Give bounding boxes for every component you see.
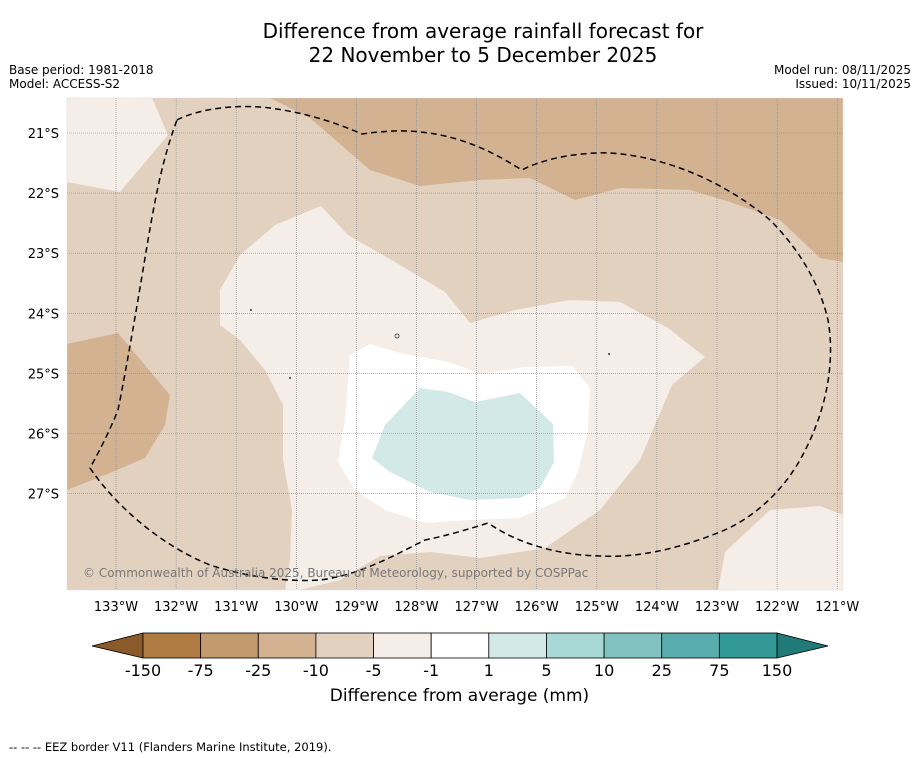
rainfall-map: © Commonwealth of Australia 2025, Bureau… [28,97,860,680]
graticule [67,98,843,590]
colorbar-segment [315,632,374,659]
region-m25-m10-west [67,333,170,490]
colorbar-segment [603,632,663,659]
colorbar-tick-label: 1 [484,661,494,680]
longitude-label: 126°W [515,600,559,615]
colorbar-low-extend [91,632,144,659]
colorbar-segment [718,632,778,659]
longitude-label: 128°W [394,600,438,615]
contour-specks [250,309,610,379]
region-p1-p5 [372,388,554,500]
longitude-label: 123°W [695,600,739,615]
latitude-label: 26°S [28,428,59,443]
latitude-label: 24°S [28,307,59,322]
colorbar-tick-label: 75 [709,661,729,680]
colorbar-segment [546,632,605,659]
longitude-label: 122°W [755,600,799,615]
meta-left: Base period: 1981-2018 Model: ACCESS-S2 [9,63,154,91]
map-frame [66,97,844,591]
colorbar-segment [373,632,432,659]
colorbar-tick-label: -10 [303,661,329,680]
colorbar-segment [257,632,317,659]
chart-title: Difference from average rainfall forecas… [0,19,919,67]
region-m5-m1-southeast [718,506,843,590]
longitude-label: 129°W [334,600,378,615]
copyright-text: © Commonwealth of Australia 2025, Bureau… [83,566,588,580]
title-line-2: 22 November to 5 December 2025 [308,43,658,67]
colorbar-segment [142,632,202,659]
longitude-label: 125°W [575,600,619,615]
model-name: Model: ACCESS-S2 [9,77,121,91]
colorbar-high-extend [776,632,829,659]
colorbar-tick-label: 25 [652,661,672,680]
longitude-label: 131°W [214,600,258,615]
colorbar-tick-label: -75 [188,661,214,680]
colorbar-tick-label: -25 [245,661,271,680]
longitude-label: 133°W [94,600,138,615]
title-line-1: Difference from average rainfall forecas… [262,19,704,43]
latitude-label: 27°S [28,488,59,503]
eez-footer-note: -- -- -- EEZ border V11 (Flanders Marine… [9,740,332,754]
colorbar-tick-label: -1 [423,661,439,680]
longitude-label: 132°W [154,600,198,615]
latitude-label: 23°S [28,247,59,262]
longitude-label: 124°W [635,600,679,615]
latitude-label: 25°S [28,367,59,382]
longitude-label: 127°W [455,600,499,615]
longitude-labels: 133°W 132°W 131°W 130°W 129°W 128°W 127°W 126°W… [94,600,860,615]
colorbar-tick-label: -150 [125,661,161,680]
region-m25-m10-north [270,98,843,262]
issued-date: Issued: 10/11/2025 [795,77,911,91]
eez-border [89,105,832,582]
colorbar-segment [430,632,490,659]
longitude-label: 130°W [274,600,318,615]
colorbar-segment [661,632,720,659]
latitude-labels: 21°S 22°S 23°S 24°S 25°S 26°S 27°S [28,127,59,503]
colorbar-tick-label: 10 [594,661,614,680]
latitude-label: 21°S [28,127,59,142]
longitude-label: 121°W [815,600,859,615]
meta-right: Model run: 08/11/2025 Issued: 10/11/2025 [774,63,911,91]
latitude-label: 22°S [28,187,59,202]
map-plot-area [67,98,843,590]
model-run: Model run: 08/11/2025 [773,63,911,77]
region-m5-m1-northwest [67,98,168,192]
colorbar-segment [200,632,259,659]
colorbar-label: Difference from average (mm) [329,686,590,706]
colorbar: -150 -75 -25 -10 -5 -1 1 5 10 25 75 150 [91,632,829,680]
colorbar-tick-label: -5 [366,661,382,680]
colorbar-tick-label: 150 [762,661,793,680]
colorbar-segment [488,632,547,659]
base-period: Base period: 1981-2018 [9,63,154,77]
colorbar-tick-label: 5 [541,661,551,680]
